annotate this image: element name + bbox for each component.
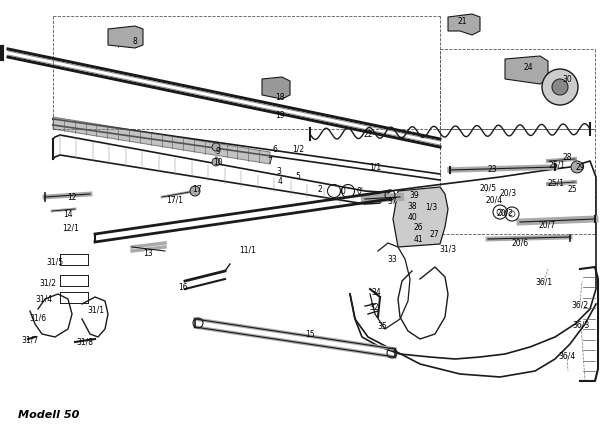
Text: 26: 26 (413, 223, 423, 232)
Text: 7: 7 (268, 157, 272, 166)
Text: 20/4: 20/4 (485, 195, 503, 204)
Text: 15: 15 (305, 330, 315, 339)
Text: 20/5: 20/5 (479, 183, 497, 192)
Text: 38: 38 (407, 202, 417, 211)
Text: 14: 14 (63, 210, 73, 219)
Circle shape (212, 144, 220, 151)
Text: 29: 29 (575, 163, 585, 172)
Polygon shape (448, 15, 480, 36)
Text: 31/6: 31/6 (29, 313, 47, 322)
Text: 6: 6 (272, 145, 277, 154)
Text: 9: 9 (215, 147, 220, 156)
Text: 8: 8 (133, 37, 137, 46)
Text: 41: 41 (413, 235, 423, 244)
Text: 0': 0' (356, 187, 364, 196)
Text: 40: 40 (407, 213, 417, 222)
Circle shape (571, 161, 583, 174)
Text: 17: 17 (192, 185, 202, 194)
Text: 36/3: 36/3 (572, 320, 590, 329)
Text: 31/1: 31/1 (88, 305, 104, 314)
Text: 31/2: 31/2 (40, 278, 56, 287)
Text: 12/1: 12/1 (62, 223, 79, 232)
Text: 22: 22 (363, 130, 373, 139)
Text: 21: 21 (457, 17, 467, 26)
Polygon shape (262, 78, 290, 100)
Text: 36/4: 36/4 (559, 351, 575, 360)
Text: 18: 18 (275, 93, 285, 102)
Text: 16: 16 (178, 283, 188, 292)
Text: 31/3: 31/3 (439, 244, 457, 253)
Text: 35: 35 (377, 322, 387, 331)
Text: 33: 33 (387, 255, 397, 264)
Text: 31/4: 31/4 (35, 294, 53, 303)
Text: 36/1: 36/1 (535, 277, 553, 286)
Text: 3: 3 (277, 167, 281, 176)
Text: 20/2: 20/2 (497, 208, 514, 217)
Text: 12: 12 (67, 193, 77, 202)
Text: 10: 10 (213, 158, 223, 167)
Text: 19: 19 (275, 111, 285, 120)
Text: 1/3: 1/3 (425, 202, 437, 211)
Text: 20/3: 20/3 (499, 188, 517, 197)
Text: 1/2: 1/2 (292, 144, 304, 153)
Text: 31/5: 31/5 (46, 257, 64, 266)
Text: 0: 0 (341, 187, 346, 196)
Polygon shape (505, 57, 548, 85)
Text: 17/1: 17/1 (167, 195, 184, 204)
Text: 32: 32 (369, 303, 379, 312)
Text: 23: 23 (487, 165, 497, 174)
Text: 31/8: 31/8 (77, 337, 94, 346)
Text: 28: 28 (562, 153, 572, 162)
Text: 4: 4 (278, 177, 283, 186)
Text: 24: 24 (523, 63, 533, 72)
Circle shape (190, 187, 200, 197)
Text: 11/1: 11/1 (239, 245, 256, 254)
Text: 37: 37 (387, 197, 397, 206)
Circle shape (552, 80, 568, 96)
Text: 13: 13 (143, 249, 153, 258)
Text: 25/1: 25/1 (548, 178, 565, 187)
Circle shape (542, 70, 578, 106)
Text: 36/2: 36/2 (571, 300, 589, 309)
Text: 20/7: 20/7 (538, 220, 556, 229)
Text: 25: 25 (567, 185, 577, 194)
Text: Modell 50: Modell 50 (18, 409, 79, 419)
Text: 5: 5 (296, 172, 301, 181)
Polygon shape (108, 27, 143, 49)
Polygon shape (393, 187, 448, 247)
Text: 1/1: 1/1 (369, 162, 381, 171)
Text: 27: 27 (429, 230, 439, 239)
Text: 39: 39 (409, 191, 419, 200)
Text: 34: 34 (371, 288, 381, 297)
Circle shape (212, 159, 220, 167)
Text: 31/7: 31/7 (22, 335, 38, 344)
Polygon shape (53, 118, 270, 164)
Text: 2: 2 (317, 185, 322, 194)
Text: 25/1: 25/1 (548, 160, 566, 169)
Text: 30: 30 (562, 76, 572, 84)
Text: 20/6: 20/6 (511, 238, 529, 247)
